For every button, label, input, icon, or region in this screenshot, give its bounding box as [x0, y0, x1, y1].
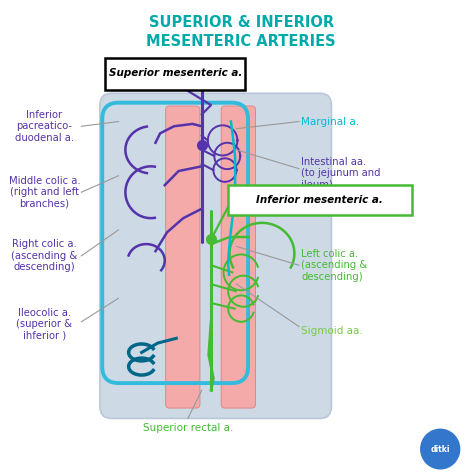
FancyBboxPatch shape	[221, 106, 255, 408]
Text: Superior rectal a.: Superior rectal a.	[143, 423, 233, 433]
Text: Superior mesenteric a.: Superior mesenteric a.	[109, 68, 242, 79]
Text: Inferior mesenteric a.: Inferior mesenteric a.	[256, 195, 383, 205]
Text: Left colic a.
(ascending &
descending): Left colic a. (ascending & descending)	[301, 249, 367, 282]
Text: Ileocolic a.
(superior &
ihferior ): Ileocolic a. (superior & ihferior )	[17, 308, 73, 341]
Circle shape	[421, 429, 460, 469]
Text: ditki: ditki	[430, 445, 450, 454]
FancyBboxPatch shape	[166, 106, 200, 408]
FancyBboxPatch shape	[228, 185, 411, 215]
Text: Marginal a.: Marginal a.	[301, 117, 359, 127]
Text: Right colic a.
(ascending &
descending): Right colic a. (ascending & descending)	[11, 239, 77, 273]
Text: MESENTERIC ARTERIES: MESENTERIC ARTERIES	[146, 34, 336, 49]
Text: Intestinal aa.
(to jejunum and
ileum): Intestinal aa. (to jejunum and ileum)	[301, 157, 381, 190]
Text: SUPERIOR & INFERIOR: SUPERIOR & INFERIOR	[148, 15, 334, 30]
Text: Middle colic a.
(right and left
branches): Middle colic a. (right and left branches…	[9, 176, 80, 209]
FancyBboxPatch shape	[100, 93, 331, 419]
FancyBboxPatch shape	[106, 58, 245, 90]
Text: Inferior
pacreatico-
duodenal a.: Inferior pacreatico- duodenal a.	[15, 109, 74, 143]
Text: Sigmoid aa.: Sigmoid aa.	[301, 326, 363, 336]
